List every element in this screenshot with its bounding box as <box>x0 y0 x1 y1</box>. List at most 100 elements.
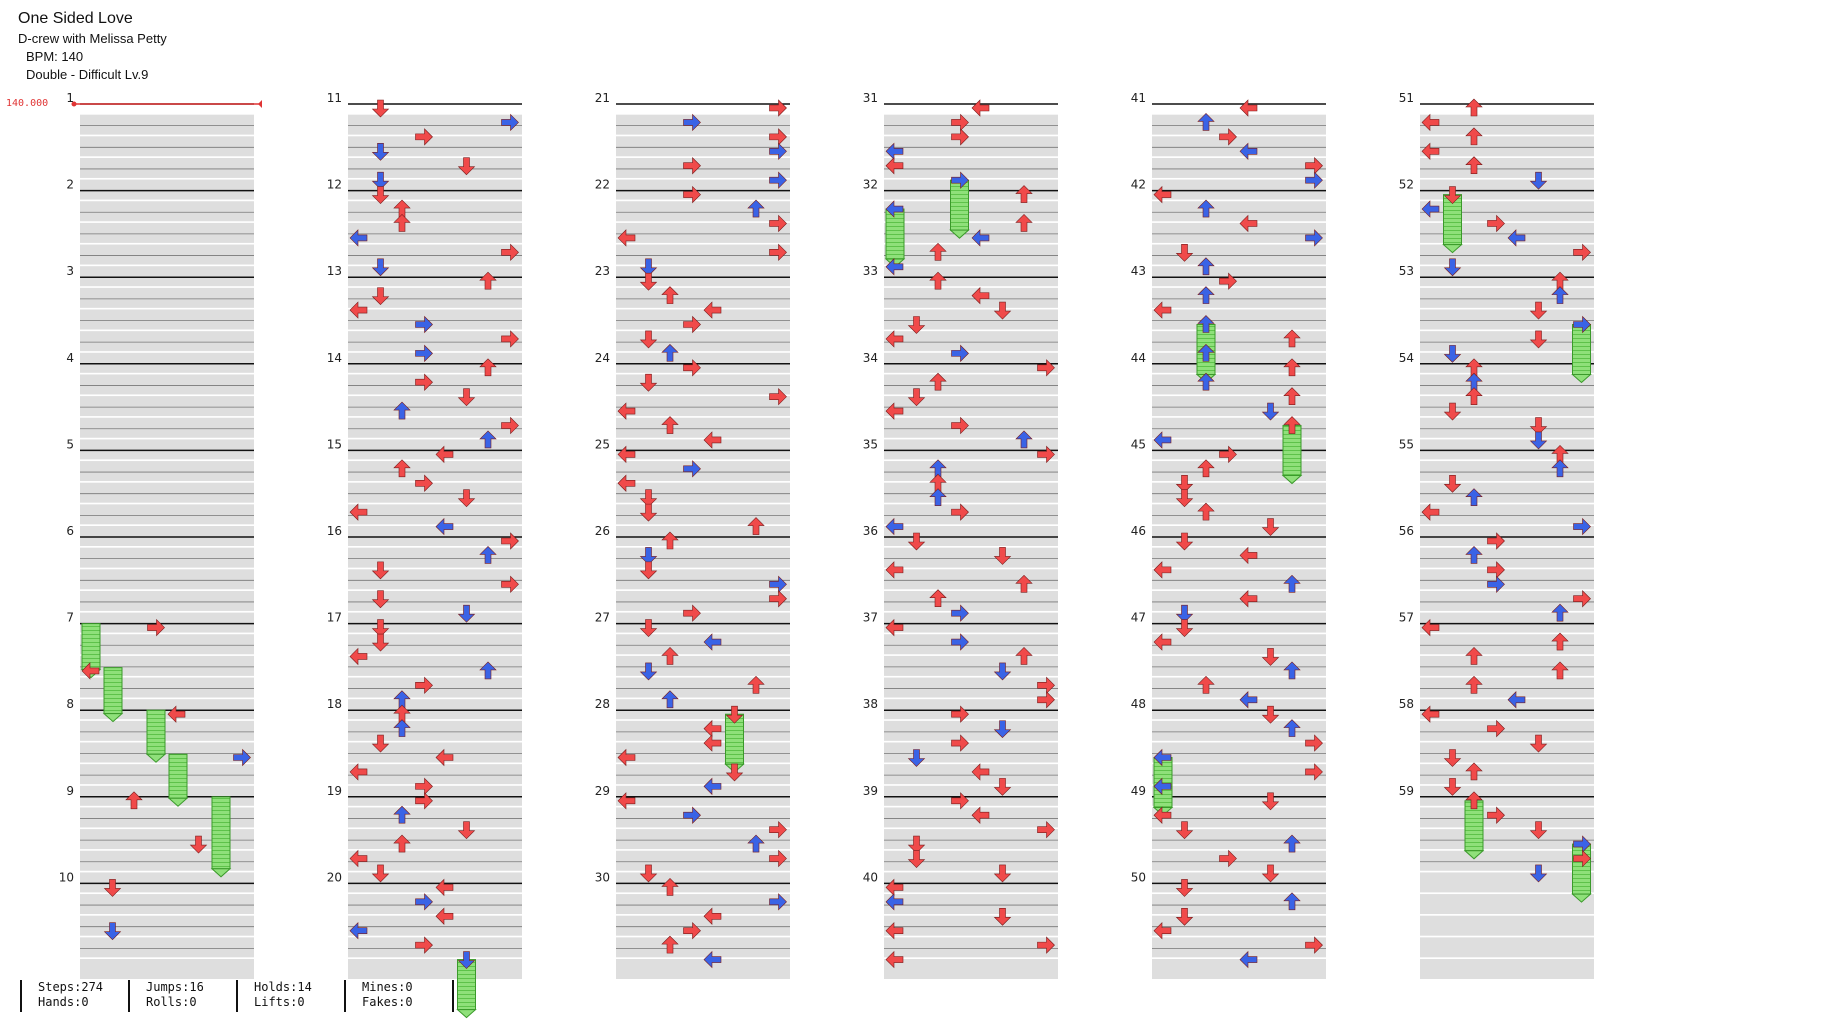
measure <box>884 536 1058 633</box>
arrow-down-icon <box>907 388 926 407</box>
beat-band <box>80 872 254 893</box>
arrow-down-icon <box>993 547 1012 565</box>
measure-number: 8 <box>66 697 74 711</box>
beat-band <box>616 937 790 958</box>
arrow-right-icon <box>1573 517 1591 536</box>
beat-band <box>1152 720 1326 741</box>
stat-holds: Holds:14 <box>254 980 312 994</box>
beat-band <box>1152 742 1326 763</box>
arrow-right-icon <box>1037 820 1055 839</box>
measure-number: 26 <box>595 524 610 538</box>
arrow-left-icon <box>703 907 722 925</box>
beat-band <box>348 266 522 287</box>
arrow-up-icon <box>661 935 679 954</box>
beat-band <box>80 526 254 546</box>
arrow-left-icon <box>349 763 368 781</box>
arrow-right-icon <box>1487 719 1505 738</box>
arrow-up-icon <box>479 546 497 564</box>
arrow-right-icon <box>769 99 787 117</box>
arrow-left-icon <box>1239 590 1258 608</box>
arrow-up-icon <box>661 877 679 896</box>
beat-band <box>616 742 790 763</box>
measure-number: 52 <box>1399 178 1414 192</box>
measure-number: 15 <box>327 437 342 451</box>
arrow-left-icon <box>349 921 368 940</box>
measure-number: 16 <box>327 524 342 538</box>
hold-tail <box>456 1009 477 1019</box>
beat-band <box>616 461 790 482</box>
beat-band <box>348 547 522 568</box>
beat-band <box>348 417 522 438</box>
beat-band <box>1420 114 1594 135</box>
measure-number: 54 <box>1399 351 1414 365</box>
measure-number: 22 <box>595 178 610 192</box>
beat-band <box>1420 244 1594 265</box>
arrow-up-icon <box>393 805 411 824</box>
arrow-up-icon <box>661 416 679 434</box>
beat-band <box>80 915 254 936</box>
measure-number: 53 <box>1399 264 1414 278</box>
measure <box>348 189 522 287</box>
beat-band <box>1152 526 1326 546</box>
measure-number: 55 <box>1399 437 1414 451</box>
measure-number: 20 <box>327 870 342 884</box>
beat-band <box>1420 439 1594 460</box>
arrow-up-icon <box>1551 286 1569 304</box>
beat-band <box>1152 309 1326 330</box>
beat-band <box>1152 201 1326 222</box>
beat-band <box>1420 179 1594 200</box>
arrow-down-icon <box>371 619 390 638</box>
arrow-down-icon <box>639 258 658 277</box>
arrow-left-icon <box>885 561 904 579</box>
arrow-up-icon <box>1465 762 1483 781</box>
arrow-down-icon <box>1175 907 1194 926</box>
arrow-left-icon <box>703 777 722 796</box>
beat-band <box>884 742 1058 763</box>
beat-band <box>1152 331 1326 352</box>
measure-number: 34 <box>863 351 878 365</box>
arrow-down-icon <box>639 864 658 883</box>
song-title: One Sided Love <box>18 10 133 27</box>
measure-number: 5 <box>66 437 74 451</box>
beat-band <box>616 677 790 698</box>
arrow-down-icon <box>371 590 390 609</box>
arrow-down-icon <box>1443 474 1462 493</box>
arrow-right-icon <box>951 633 969 651</box>
measure-number: 30 <box>595 870 610 884</box>
measure-number: 32 <box>863 178 878 192</box>
measure <box>1420 276 1594 373</box>
stats-col-steps: Steps:274 Hands:0 <box>38 980 103 1010</box>
arrow-right-icon <box>951 734 969 752</box>
arrow-up-icon <box>1015 185 1033 203</box>
beat-band <box>1152 677 1326 698</box>
stat-jumps: Jumps:16 <box>146 980 204 994</box>
beat-band <box>348 136 522 157</box>
arrow-down-icon <box>907 850 926 868</box>
stat-mines: Mines:0 <box>362 980 413 994</box>
beat-band <box>348 439 522 460</box>
measure-number: 11 <box>327 91 342 105</box>
measure <box>884 882 1058 979</box>
arrow-left-icon <box>1153 748 1172 767</box>
beat-band <box>348 742 522 763</box>
arrow-down-icon <box>907 316 926 334</box>
measure <box>80 363 254 460</box>
arrow-right-icon <box>415 315 433 334</box>
arrow-up-icon <box>1283 358 1301 377</box>
beat-band <box>616 850 790 871</box>
arrow-right-icon <box>1573 243 1591 262</box>
arrow-down-icon <box>1175 619 1194 638</box>
arrow-down-icon <box>457 821 476 840</box>
measure-number: 43 <box>1131 264 1146 278</box>
beat-band <box>348 699 522 720</box>
beat-band <box>616 655 790 676</box>
beat-band <box>348 959 522 979</box>
stats-separator <box>128 980 130 1012</box>
arrow-left-icon <box>1507 229 1526 247</box>
beat-band <box>1420 677 1594 698</box>
beat-band <box>616 959 790 979</box>
beat-band <box>616 114 790 135</box>
arrow-right-icon <box>683 315 701 334</box>
beat-band <box>348 222 522 243</box>
